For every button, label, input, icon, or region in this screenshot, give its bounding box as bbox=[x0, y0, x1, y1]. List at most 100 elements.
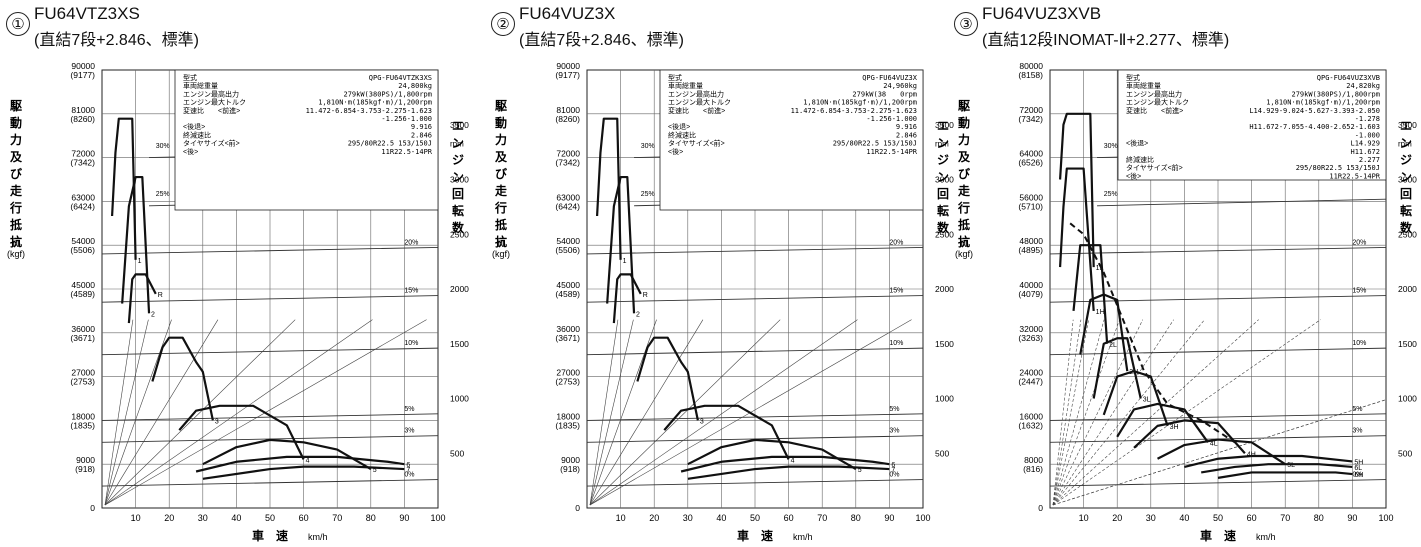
y-tick-label: 36000 bbox=[71, 324, 95, 334]
y-axis-label-char: 動 bbox=[958, 115, 970, 130]
traction-curve-5L bbox=[1157, 438, 1286, 466]
y-tick-label: 90000 bbox=[71, 61, 95, 71]
gear-label: 6H bbox=[1354, 472, 1363, 479]
traction-curve-R bbox=[612, 273, 642, 324]
traction-curve-5H bbox=[1184, 454, 1353, 469]
x-tick-label: 60 bbox=[784, 513, 794, 523]
x-tick-label: 60 bbox=[299, 513, 309, 523]
gear-label: 3 bbox=[700, 418, 704, 425]
y-tick-kgf-label: (8260) bbox=[555, 114, 580, 124]
y-axis-label-char: び bbox=[10, 166, 23, 181]
spec-value: 295/80R22.5 153/150J bbox=[1296, 164, 1380, 172]
grade-resistance-line bbox=[1049, 295, 1387, 303]
y-tick-kgf-label: (2753) bbox=[555, 377, 580, 387]
gear-rpm-line bbox=[104, 319, 296, 506]
y-axis-label-char: 駆 bbox=[958, 98, 970, 113]
spec-key: エンジン最大トルク bbox=[1126, 98, 1189, 107]
spec-key: 車両総重量 bbox=[1126, 81, 1161, 90]
grade-label: 15% bbox=[1352, 288, 1366, 295]
rpm-axis-label-char: ジ bbox=[452, 153, 464, 167]
x-tick-label: 10 bbox=[1079, 513, 1089, 523]
traction-curve-5 bbox=[202, 438, 372, 471]
spec-key: <後> bbox=[1126, 171, 1141, 180]
chart-panel-3: ③ FU64VUZ3XVB (直結12段INOMAT-Ⅱ+2.277、標準) 1… bbox=[948, 0, 1418, 547]
traction-curve-5 bbox=[687, 438, 857, 471]
rpm-axis-label-char: ン bbox=[452, 136, 464, 150]
rpm-axis-label-char: 数 bbox=[1400, 220, 1413, 235]
traction-curve-4H bbox=[1133, 419, 1246, 454]
traction-curve-1 bbox=[110, 117, 137, 260]
gear-rpm-line bbox=[589, 319, 781, 506]
x-tick-label: 40 bbox=[716, 513, 726, 523]
y-axis-label-char: 行 bbox=[494, 200, 507, 215]
spec-box bbox=[659, 69, 924, 211]
gear-rpm-line bbox=[1052, 319, 1144, 506]
grade-resistance-line bbox=[1097, 198, 1387, 207]
x-tick-label: 50 bbox=[265, 513, 275, 523]
grade-label: 3% bbox=[889, 428, 899, 435]
rpm-axis-label-char: エ bbox=[452, 119, 464, 133]
grade-label: 5% bbox=[404, 406, 414, 413]
grade-label: 25% bbox=[1104, 191, 1118, 198]
y-tick-label: 72000 bbox=[71, 149, 95, 159]
grade-label: 0% bbox=[1352, 472, 1362, 479]
gear-label: 4H bbox=[1247, 451, 1256, 458]
y-tick-label: 64000 bbox=[1019, 149, 1043, 159]
rpm-tick-label: 2000 bbox=[935, 284, 954, 294]
spec-key: 変速比 <前進> bbox=[1126, 106, 1183, 115]
y-tick-kgf-label: (4589) bbox=[70, 289, 95, 299]
x-tick-label: 70 bbox=[332, 513, 342, 523]
y-tick-label: 63000 bbox=[556, 192, 580, 202]
traction-curve-7 bbox=[687, 465, 890, 480]
y-tick-kgf-label: (9177) bbox=[555, 70, 580, 80]
grade-label: 15% bbox=[889, 288, 903, 295]
rpm-unit: rpm bbox=[935, 140, 949, 149]
x-axis-label: 車 速 bbox=[252, 528, 288, 543]
y-tick-label: 0 bbox=[575, 503, 580, 513]
y-axis-label-char: 抗 bbox=[10, 234, 22, 249]
x-tick-label: 50 bbox=[750, 513, 760, 523]
spec-key: <後> bbox=[668, 147, 683, 156]
spec-value: 9.916 bbox=[896, 123, 917, 131]
y-tick-kgf-label: (2447) bbox=[1018, 377, 1043, 387]
panel-config: (直結7段+2.846、標準) bbox=[519, 32, 684, 49]
rpm-tick-label: 1000 bbox=[450, 394, 469, 404]
rpm-axis-label-char: 回 bbox=[1400, 187, 1412, 201]
gear-rpm-line bbox=[104, 319, 134, 506]
grade-label: 30% bbox=[1104, 143, 1118, 150]
y-axis-label-char: 動 bbox=[10, 115, 22, 130]
y-tick-label: 54000 bbox=[556, 236, 580, 246]
y-tick-label: 54000 bbox=[71, 236, 95, 246]
y-tick-label: 40000 bbox=[1019, 280, 1043, 290]
gear-label: 3 bbox=[215, 418, 219, 425]
y-axis-label-char: 抵 bbox=[495, 217, 507, 232]
gear-label: 1 bbox=[623, 258, 627, 265]
y-axis-label-char: 力 bbox=[10, 132, 22, 147]
rpm-tick-label: 500 bbox=[1398, 448, 1412, 458]
traction-curve-2 bbox=[606, 175, 636, 314]
y-axis-label-char: 及 bbox=[495, 150, 508, 164]
rpm-axis-label-char: 転 bbox=[452, 203, 464, 218]
x-tick-label: 90 bbox=[884, 513, 894, 523]
gear-label: 5 bbox=[373, 467, 377, 474]
rpm-unit: rpm bbox=[450, 140, 464, 149]
x-tick-label: 100 bbox=[430, 513, 445, 523]
traction-curve-7 bbox=[202, 465, 405, 480]
gear-label: 3H bbox=[1170, 424, 1179, 431]
grade-label: 20% bbox=[404, 239, 418, 246]
grade-resistance-line bbox=[101, 347, 439, 356]
spec-value: 279kW(380PS)/1,800rpm bbox=[343, 90, 432, 98]
rpm-tick-label: 3500 bbox=[935, 120, 954, 130]
traction-chart: 10 20 30 40 50 60 70 80 90 10090000(9177)81000(82… bbox=[7, 61, 469, 543]
gear-label: 7 bbox=[891, 467, 895, 474]
y-tick-kgf-label: (1835) bbox=[70, 420, 95, 430]
spec-box bbox=[1117, 69, 1387, 181]
rpm-tick-label: 3500 bbox=[450, 120, 469, 130]
rpm-tick-label: 3000 bbox=[1398, 175, 1417, 185]
y-tick-kgf-label: (7342) bbox=[555, 158, 580, 168]
spec-value: L14.929 bbox=[1350, 140, 1380, 148]
x-tick-label: 30 bbox=[683, 513, 693, 523]
spec-box bbox=[174, 69, 439, 211]
rpm-axis-label-char: エ bbox=[937, 119, 949, 133]
grade-resistance-line bbox=[586, 347, 924, 356]
